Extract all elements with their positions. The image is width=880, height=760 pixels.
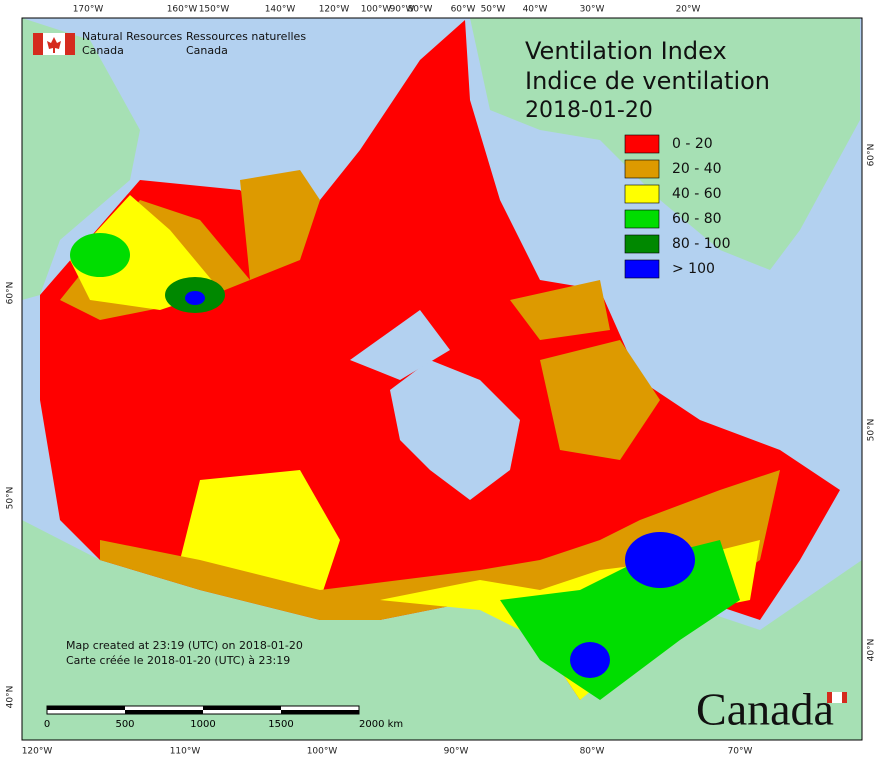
agency-en: Canada [82,44,124,57]
scale-label: 500 [115,719,134,730]
graticule-label: 60°N [6,282,16,305]
legend-label: 80 - 100 [672,236,731,252]
graticule-label: 140°W [265,5,296,15]
graticule-label: 50°W [481,5,506,15]
legend-swatch [624,234,660,254]
scale-bar [203,706,281,710]
graticule-label: 20°W [676,5,701,15]
agency-en: Natural Resources [82,30,183,43]
graticule-label: 90°W [444,747,469,757]
legend-label: 0 - 20 [672,136,713,152]
graticule-label: 80°W [408,5,433,15]
graticule-label: 40°W [523,5,548,15]
graticule-label: 60°W [451,5,476,15]
usa [22,520,862,740]
graticule-label: 110°W [170,747,201,757]
scale-bar [125,710,203,714]
zone-green [70,233,130,277]
title: Ventilation Index [525,37,727,65]
wordmark-flag [832,692,842,703]
legend-swatch [624,159,660,179]
strait [350,310,450,380]
graticule-label: 90°W [390,5,415,15]
legend-swatch [624,209,660,229]
graticule-label: 120°W [22,747,53,757]
legend-label: 40 - 60 [672,186,722,202]
wordmark-flag [842,692,847,703]
wordmark-flag [827,692,847,703]
zone-blue [185,291,205,305]
hudson-bay [390,360,520,500]
scale-label: 1500 [268,719,293,730]
legend-swatch [624,134,660,154]
scale-bar: 0 500 1000 1500 2000 km [44,705,403,730]
agency-fr: Canada [186,44,228,57]
legend-swatch [624,184,660,204]
graticule-label: 80°W [580,747,605,757]
labels: Natural Resources Canada Ressources natu… [6,5,877,757]
legend-label: 60 - 80 [672,211,722,227]
graticule-label: 150°W [199,5,230,15]
graticule-label: 40°N [6,686,16,709]
credit: Map created at 23:19 (UTC) on 2018-01-20 [66,639,303,652]
flag [33,33,75,55]
credit: Carte créée le 2018-01-20 (UTC) à 23:19 [66,654,290,667]
graticule-label: 60°N [867,144,877,167]
title-date: 2018-01-20 [525,98,653,123]
zone-orange [510,280,610,340]
graticule-label: 70°W [728,747,753,757]
zone-orange [240,170,320,280]
legend-swatch [624,259,660,279]
title: Indice de ventilation [525,67,770,95]
legend-label: 20 - 40 [672,161,722,177]
scale-label: 2000 km [359,719,403,730]
zone-blue [625,532,695,588]
graticule-label: 120°W [319,5,350,15]
map-frame [21,17,863,741]
graticule-label: 30°W [580,5,605,15]
wordmark: Canada [696,684,834,735]
graticule-label: 100°W [361,5,392,15]
greenland [470,18,860,270]
flag [33,33,43,55]
scale-label: 0 [44,719,50,730]
graticule-label: 50°N [867,419,877,442]
scale-label: 1000 [190,719,215,730]
graticule-label: 40°N [867,639,877,662]
zone-orange [540,340,660,460]
graticule-label: 50°N [6,487,16,510]
wordmark-flag [827,692,832,703]
scale-bar [281,710,359,714]
legend-label: > 100 [672,261,715,277]
flag [47,37,61,53]
map-area [21,17,863,741]
graticule-label: 160°W [167,5,198,15]
graticule-label: 170°W [73,5,104,15]
scale-bar [47,706,125,710]
zone-blue [570,642,610,678]
alaska [22,18,140,300]
agency-fr: Ressources naturelles [186,30,306,43]
flag [65,33,75,55]
graticule-label: 100°W [307,747,338,757]
